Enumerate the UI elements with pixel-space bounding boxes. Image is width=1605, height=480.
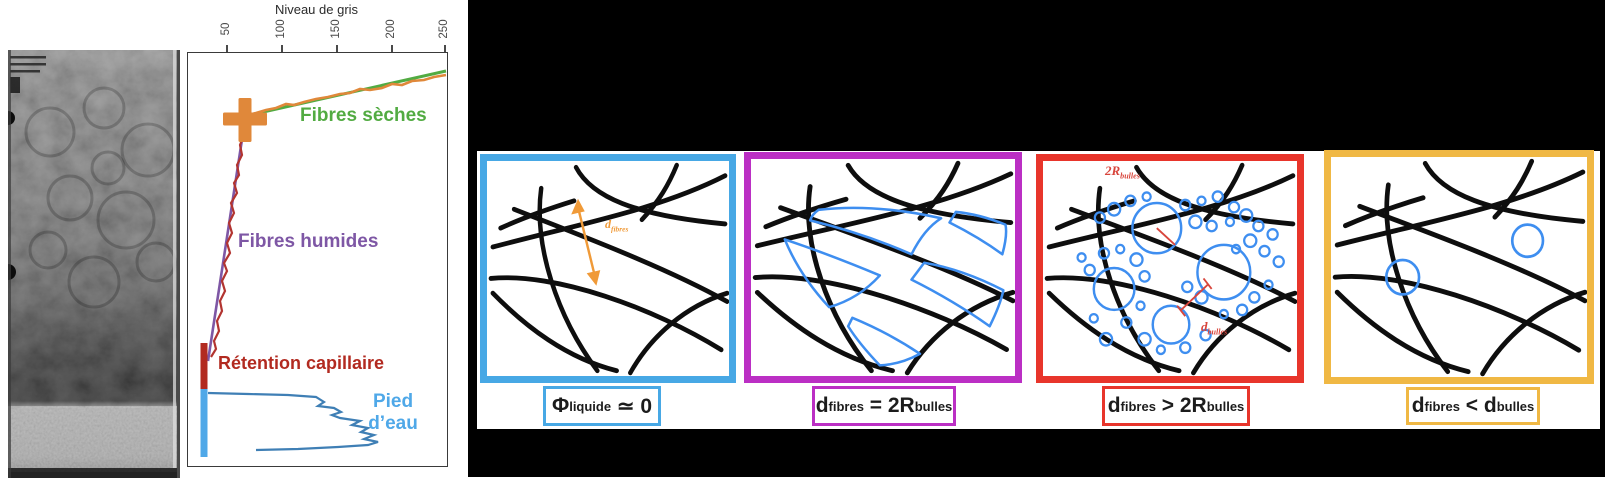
fiber-network-drawing	[1331, 157, 1587, 377]
diagram-box-films	[744, 152, 1022, 383]
sample-holder-marks	[10, 56, 46, 93]
dfibres-arrow	[571, 198, 601, 286]
x-tick-label: 200	[385, 19, 397, 39]
formula-dfibres-inf: d fibres < d bulles	[1406, 387, 1540, 425]
gray-profile-plot	[200, 69, 447, 457]
x-tick-mark	[444, 45, 446, 53]
tube-wall-edge	[177, 50, 180, 478]
big-bubbles	[1384, 223, 1545, 296]
fiber-network-drawing	[487, 161, 729, 376]
diagram-box-few-bubbles	[1324, 150, 1594, 384]
gray-level-chart: Fibres sèches Fibres humides Rétention c…	[187, 52, 448, 467]
fiber-network-drawing	[751, 159, 1015, 376]
diagram-box-small-bubbles: 2Rbulles dbulles	[1036, 154, 1304, 383]
label-pied-deau: Pied d’eau	[368, 391, 418, 434]
annotation-2rbulles: 2Rbulles	[1105, 163, 1140, 181]
x-tick-mark	[281, 45, 283, 53]
x-tick-label: 100	[275, 19, 287, 39]
x-tick-label: 50	[220, 22, 232, 36]
label-fibres-seches: Fibres sèches	[300, 105, 427, 126]
wet-measured-line	[210, 134, 246, 358]
x-tick-mark	[336, 45, 338, 53]
x-tick-mark	[391, 45, 393, 53]
x-tick-label: 250	[438, 19, 450, 39]
liquid-film-cells	[783, 206, 1008, 367]
bubble-measure-lines	[1156, 227, 1213, 317]
annotation-dbulles: dbulles	[1201, 319, 1228, 337]
tube-wall-highlight	[173, 50, 176, 468]
radiograph-render	[0, 50, 180, 478]
fiber-network-drawing	[1043, 161, 1297, 376]
label-retention-capillaire: Rétention capillaire	[218, 353, 385, 373]
chart-title: Niveau de gris	[274, 2, 359, 17]
small-bubbles	[1076, 190, 1285, 356]
annotation-dfibres: dfibres	[605, 217, 629, 234]
radiograph-image	[0, 50, 180, 478]
big-bubbles	[1092, 201, 1252, 345]
fiber-bubble-texture	[24, 86, 177, 309]
cross-marker	[223, 98, 267, 142]
x-tick-label: 150	[330, 19, 342, 39]
dry-measured-line	[239, 73, 447, 119]
water-foot-profile-line	[207, 391, 379, 452]
formula-dfibres-sup: d fibres > 2R bulles	[1102, 386, 1250, 426]
diagram-box-dry-network: dfibres	[480, 154, 736, 383]
x-tick-mark	[226, 45, 228, 53]
label-fibres-humides: Fibres humides	[238, 231, 379, 252]
formula-dfibres-egal: d fibres = 2R bulles	[812, 386, 956, 426]
